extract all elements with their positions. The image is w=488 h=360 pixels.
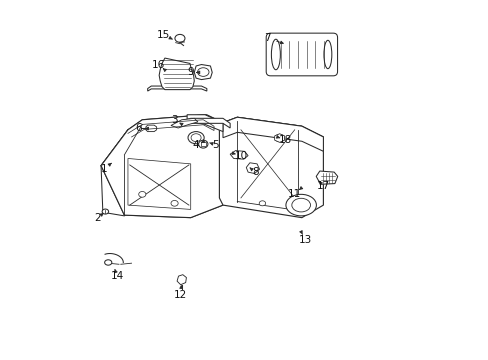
- Ellipse shape: [274, 134, 284, 141]
- Polygon shape: [101, 121, 223, 218]
- Polygon shape: [101, 130, 128, 167]
- Polygon shape: [230, 150, 247, 159]
- Text: 9: 9: [187, 67, 194, 77]
- Polygon shape: [101, 153, 135, 216]
- Polygon shape: [145, 125, 156, 132]
- Polygon shape: [246, 163, 259, 174]
- Text: 15: 15: [157, 30, 170, 40]
- Text: 13: 13: [298, 235, 311, 245]
- Ellipse shape: [291, 198, 310, 212]
- Ellipse shape: [102, 209, 108, 214]
- Polygon shape: [274, 134, 284, 142]
- Text: 1: 1: [101, 164, 107, 174]
- Ellipse shape: [285, 194, 316, 216]
- Polygon shape: [176, 118, 230, 128]
- Text: 11: 11: [287, 189, 301, 199]
- Text: 3: 3: [171, 115, 178, 125]
- Ellipse shape: [175, 35, 184, 42]
- Polygon shape: [128, 158, 190, 210]
- Polygon shape: [159, 58, 194, 90]
- Polygon shape: [128, 115, 223, 134]
- Polygon shape: [223, 117, 323, 140]
- Polygon shape: [194, 64, 212, 80]
- Text: 2: 2: [94, 213, 101, 222]
- Text: 12: 12: [174, 291, 187, 301]
- Ellipse shape: [187, 132, 203, 144]
- Ellipse shape: [259, 201, 265, 206]
- Ellipse shape: [191, 134, 201, 141]
- Polygon shape: [187, 115, 223, 132]
- Polygon shape: [147, 86, 206, 91]
- Ellipse shape: [104, 260, 112, 265]
- Polygon shape: [201, 142, 205, 146]
- Text: 14: 14: [110, 271, 123, 281]
- Polygon shape: [223, 117, 323, 151]
- FancyBboxPatch shape: [265, 33, 337, 76]
- Text: 17: 17: [316, 181, 329, 192]
- Ellipse shape: [139, 192, 145, 197]
- Polygon shape: [316, 171, 337, 184]
- Ellipse shape: [271, 39, 280, 70]
- Text: 16: 16: [151, 59, 165, 69]
- Ellipse shape: [323, 40, 331, 69]
- Polygon shape: [112, 116, 223, 164]
- Text: 4: 4: [192, 140, 199, 150]
- Polygon shape: [177, 275, 186, 285]
- Ellipse shape: [198, 140, 207, 148]
- Text: 10: 10: [234, 150, 247, 161]
- Text: 7: 7: [264, 33, 270, 43]
- Text: 8: 8: [251, 167, 258, 177]
- Ellipse shape: [197, 68, 208, 76]
- Ellipse shape: [171, 201, 178, 206]
- Polygon shape: [101, 115, 223, 218]
- Text: 5: 5: [212, 140, 219, 150]
- Polygon shape: [171, 118, 198, 128]
- Polygon shape: [219, 117, 323, 218]
- Text: 18: 18: [279, 135, 292, 145]
- Text: 6: 6: [135, 123, 142, 133]
